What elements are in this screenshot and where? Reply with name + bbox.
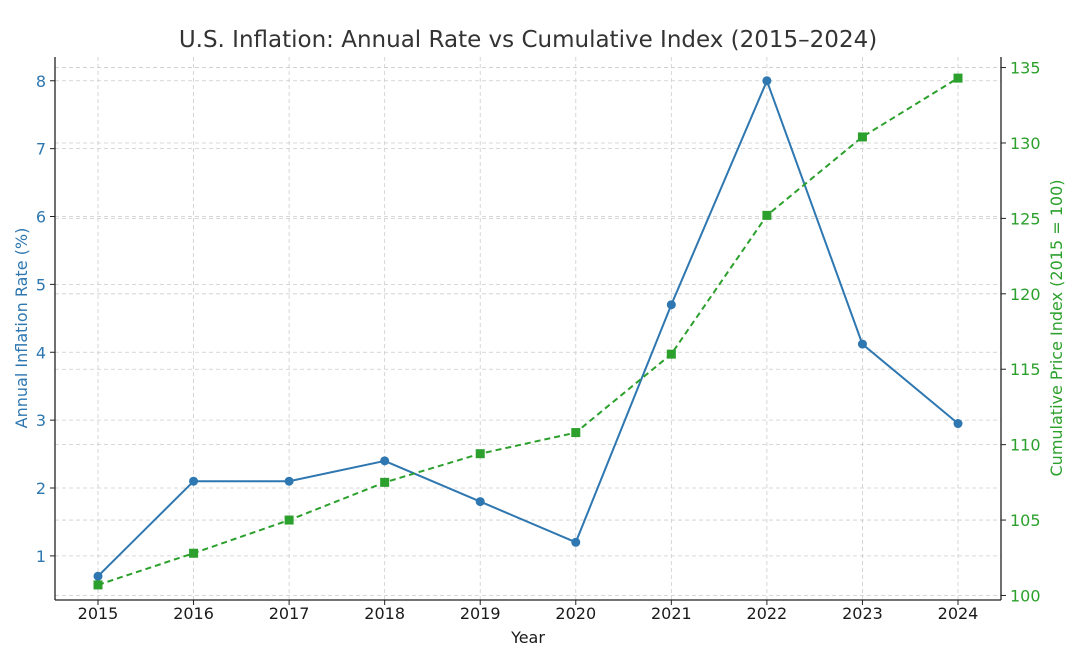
series-layer [93, 73, 963, 590]
y-axis-left-label: Annual Inflation Rate (%) [12, 228, 31, 429]
cumulative-index-line [97, 77, 959, 586]
cumulative-index-point [189, 548, 199, 558]
y-right-tick-label: 100 [1010, 586, 1041, 605]
cumulative-index-point [762, 210, 772, 220]
x-tick-label: 2017 [269, 604, 310, 623]
y-left-tick-label: 8 [36, 72, 46, 91]
y-left-tick-label: 6 [36, 208, 46, 227]
y-right-tick-label: 110 [1010, 436, 1041, 455]
annual-rate-point [284, 476, 294, 486]
annual-rate-point [189, 476, 199, 486]
x-tick-label: 2021 [651, 604, 692, 623]
x-tick-label: 2015 [78, 604, 119, 623]
annual-rate-point [762, 76, 772, 86]
annual-rate-point [666, 300, 676, 310]
y-axis-right-label: Cumulative Price Index (2015 = 100) [1047, 180, 1066, 477]
tick-layer: 2015 2016 2017 2018 2019 2020 2021 2022 2023 2024… [36, 59, 1041, 623]
annual-rate-point [475, 497, 485, 507]
cumulative-index-point [284, 515, 294, 525]
annual-rate-line [97, 78, 959, 577]
y-right-tick-label: 125 [1010, 209, 1041, 228]
cumulative-index-point [953, 73, 963, 83]
cumulative-index-point [857, 132, 867, 142]
cumulative-index-point [380, 477, 390, 487]
y-left-tick-label: 5 [36, 275, 46, 294]
cumulative-index-point [571, 428, 581, 438]
annual-rate-point [857, 339, 867, 349]
grid [55, 57, 1001, 600]
x-tick-label: 2018 [364, 604, 405, 623]
chart-title: U.S. Inflation: Annual Rate vs Cumulativ… [179, 27, 877, 53]
y-left-tick-label: 3 [36, 411, 46, 430]
y-left-tick-label: 1 [36, 547, 46, 566]
y-right-tick-label: 120 [1010, 285, 1041, 304]
annual-rate-point [93, 571, 103, 581]
y-right-tick-label: 135 [1010, 59, 1041, 78]
x-tick-label: 2020 [555, 604, 596, 623]
annual-rate-point [380, 456, 390, 466]
cumulative-index-point [475, 449, 485, 459]
x-tick-label: 2022 [747, 604, 788, 623]
y-right-tick-label: 115 [1010, 360, 1041, 379]
cumulative-index-point [93, 580, 103, 590]
annual-rate-point [571, 537, 581, 547]
x-tick-label: 2016 [173, 604, 214, 623]
y-right-tick-label: 130 [1010, 134, 1041, 153]
y-left-tick-label: 2 [36, 479, 46, 498]
y-left-tick-label: 4 [36, 343, 46, 362]
x-tick-label: 2024 [938, 604, 979, 623]
y-right-tick-label: 105 [1010, 511, 1041, 530]
x-tick-label: 2019 [460, 604, 501, 623]
annual-rate-point [953, 419, 963, 429]
axes-frame [54, 57, 1002, 601]
cumulative-index-point [666, 349, 676, 359]
x-axis-label: Year [510, 628, 545, 647]
y-left-tick-label: 7 [36, 140, 46, 159]
x-tick-label: 2023 [842, 604, 883, 623]
